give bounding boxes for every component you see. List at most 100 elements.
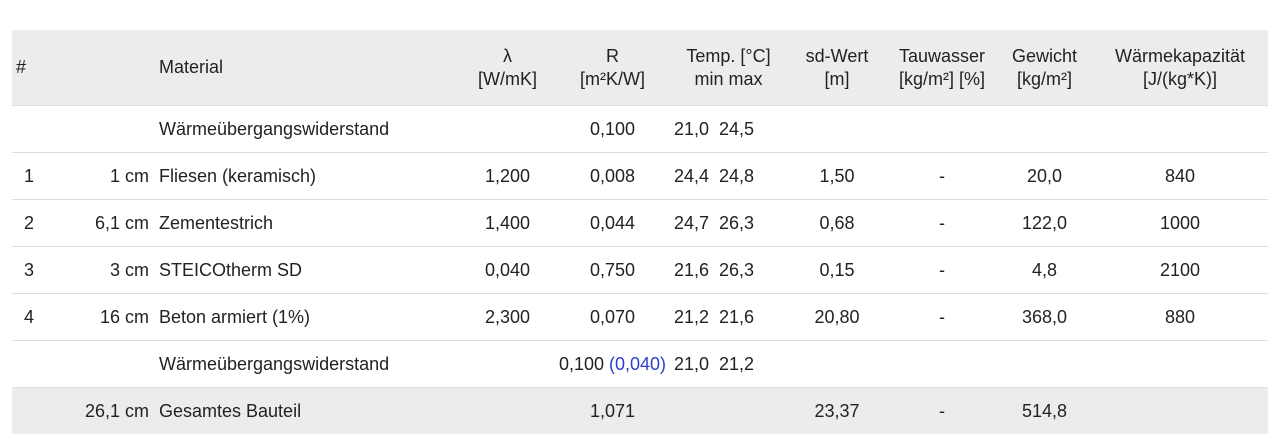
table-cell: Gesamtes Bauteil <box>155 387 460 434</box>
cell-text: 840 <box>1164 165 1196 186</box>
table-cell: 21,6 <box>715 293 787 341</box>
cell-text: 3 cm <box>109 259 149 280</box>
cell-text: Temp. [°C] <box>686 45 771 66</box>
table-cell <box>12 105 56 153</box>
cell-text: 0,15 <box>819 259 855 280</box>
table-cell <box>12 387 56 434</box>
table-cell: 6,1 cm <box>56 199 155 247</box>
table-cell <box>1092 105 1268 153</box>
table-cell: - <box>887 199 997 247</box>
cell-text: 0,008 <box>589 165 636 186</box>
layer-table: # Material λ [W/mK] R [m²K/W] Temp. [°C] min ma… <box>12 30 1268 434</box>
table-cell: 21,2 <box>670 293 715 341</box>
table-cell: 26,1 cm <box>56 387 155 434</box>
cell-text: 16 cm <box>99 306 149 327</box>
table-cell: 21,0 <box>670 340 715 388</box>
cell-text: 2,300 <box>484 306 531 327</box>
cell-text: Wärmekapazität <box>1114 45 1246 66</box>
table-cell: - <box>887 246 997 294</box>
table-cell: 368,0 <box>997 293 1092 341</box>
cell-text: 26,1 cm <box>84 400 149 421</box>
cell-text: 880 <box>1164 306 1196 327</box>
table-cell: 0,100 <box>555 105 670 153</box>
table-cell: 2,300 <box>460 293 555 341</box>
table-cell: 20,80 <box>787 293 887 341</box>
table-cell: 0,070 <box>555 293 670 341</box>
header-cell: Wärmekapazität [J/(kg*K)] <box>1092 30 1268 106</box>
table-cell: 24,7 <box>670 199 715 247</box>
cell-text: 24,8 <box>719 165 755 186</box>
cell-text: 1,50 <box>819 165 855 186</box>
table-cell: 122,0 <box>997 199 1092 247</box>
table-cell: 0,044 <box>555 199 670 247</box>
cell-text: 26,3 <box>719 212 755 233</box>
cell-text: (0,040) <box>609 353 667 374</box>
table-row: 2 6,1 cm Zementestrich 1,400 0,044 24,7 26,3 0,… <box>12 199 1268 247</box>
table-cell: 1,400 <box>460 199 555 247</box>
table-cell: 24,5 <box>715 105 787 153</box>
cell-text: Gewicht <box>1011 45 1078 66</box>
header-cell: Temp. [°C] min max <box>670 30 787 106</box>
table-row: 3 3 cm STEICOtherm SD 0,040 0,750 21,6 26,3 0,1… <box>12 246 1268 294</box>
cell-text: [m] <box>824 68 850 89</box>
table-cell: 1 <box>12 152 56 200</box>
table-cell <box>787 105 887 153</box>
table-cell: 0,040 <box>460 246 555 294</box>
cell-text: 514,8 <box>1021 400 1068 421</box>
cell-text: - <box>939 400 945 421</box>
cell-text: [kg/m²] <box>1016 68 1072 89</box>
cell-text: 0,044 <box>589 212 636 233</box>
cell-text: - <box>939 212 945 233</box>
table-cell <box>12 340 56 388</box>
cell-text: Zementestrich <box>159 212 274 233</box>
cell-text: 0,68 <box>819 212 855 233</box>
cell-text: 0,750 <box>589 259 636 280</box>
cell-text: Beton armiert (1%) <box>159 306 311 327</box>
header-cell: R [m²K/W] <box>555 30 670 106</box>
table-cell <box>460 387 555 434</box>
cell-text: 3 <box>24 259 35 280</box>
table-cell <box>997 340 1092 388</box>
table-cell <box>997 105 1092 153</box>
cell-text: 23,37 <box>814 400 860 421</box>
cell-text: Tauwasser <box>898 45 986 66</box>
cell-text: 0,040 <box>484 259 531 280</box>
cell-text: 1000 <box>1159 212 1201 233</box>
table-cell <box>460 340 555 388</box>
cell-text: 20,0 <box>1026 165 1063 186</box>
table-cell: 0,750 <box>555 246 670 294</box>
cell-text: 1 cm <box>109 165 149 186</box>
table-cell: 26,3 <box>715 246 787 294</box>
table-cell: 1000 <box>1092 199 1268 247</box>
cell-text: 1,200 <box>484 165 531 186</box>
table-cell: 21,6 <box>670 246 715 294</box>
cell-text: sd-Wert <box>805 45 869 66</box>
cell-text: Material <box>159 57 224 77</box>
table-cell: 21,0 <box>670 105 715 153</box>
cell-text: λ <box>503 45 512 66</box>
table-cell: 4,8 <box>997 246 1092 294</box>
table-cell: - <box>887 387 997 434</box>
table-cell: 0,68 <box>787 199 887 247</box>
table-cell <box>887 105 997 153</box>
table-cell: 3 cm <box>56 246 155 294</box>
cell-text: 1 <box>24 165 35 186</box>
table-cell: 24,8 <box>715 152 787 200</box>
cell-text: [J/(kg*K)] <box>1142 68 1217 89</box>
cell-text: 0,070 <box>589 306 636 327</box>
cell-text: 21,0 <box>674 353 710 374</box>
cell-text: [m²K/W] <box>580 68 645 89</box>
table-cell <box>460 105 555 153</box>
table-cell: 2100 <box>1092 246 1268 294</box>
table-cell <box>1092 387 1268 434</box>
cell-text: 21,0 <box>674 118 710 139</box>
table-row: Wärmeübergangswiderstand 0,100 21,0 24,5 <box>12 105 1268 153</box>
cell-text: 21,6 <box>719 306 755 327</box>
table-cell <box>670 387 715 434</box>
table-cell: 20,0 <box>997 152 1092 200</box>
header-cell: sd-Wert [m] <box>787 30 887 106</box>
cell-text: # <box>16 57 27 77</box>
table-cell <box>56 105 155 153</box>
cell-text: 122,0 <box>1021 212 1068 233</box>
header-cell: # <box>12 30 56 106</box>
